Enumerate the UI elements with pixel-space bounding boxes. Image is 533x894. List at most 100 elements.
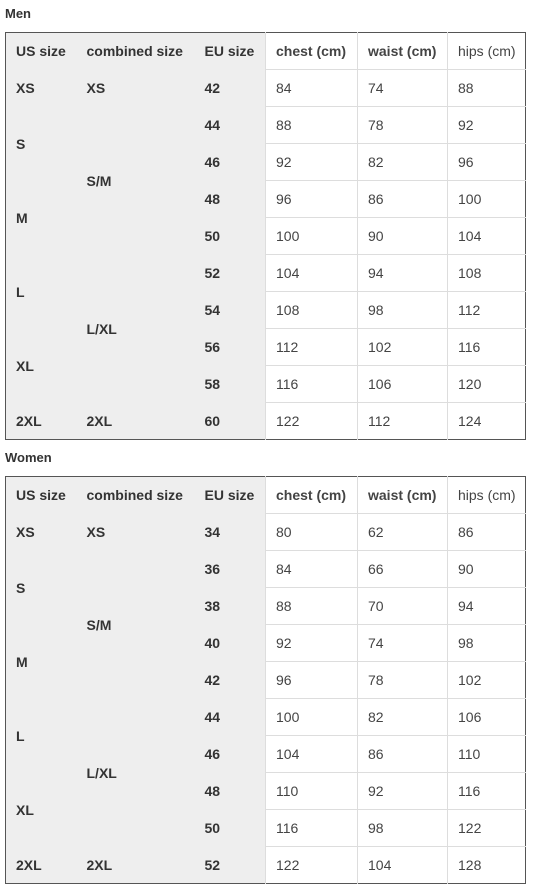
combined-size-cell: 2XL (76, 846, 195, 884)
hips-cell: 90 (447, 550, 526, 588)
hips-cell: 86 (447, 513, 526, 551)
table-row: XS XS 34 80 62 86 (5, 513, 526, 551)
waist-cell: 74 (357, 69, 448, 107)
waist-cell: 62 (357, 513, 448, 551)
chest-cell: 84 (265, 550, 358, 588)
eu-size-cell: 36 (194, 550, 266, 588)
table-row: 50 100 90 104 (6, 217, 526, 255)
chest-cell: 96 (265, 661, 358, 699)
combined-size-cell: S/M (76, 550, 195, 699)
eu-size-cell: 48 (194, 772, 266, 810)
chest-cell: 96 (265, 180, 358, 218)
table-row: 38 88 70 94 (6, 587, 526, 625)
waist-header: waist (cm) (357, 476, 448, 514)
chest-cell: 116 (265, 365, 358, 403)
chest-cell: 108 (265, 291, 358, 329)
chest-cell: 104 (265, 254, 358, 292)
waist-cell: 74 (357, 624, 448, 662)
us-size-cell: S (5, 550, 77, 625)
hips-cell: 128 (447, 846, 526, 884)
hips-cell: 88 (447, 69, 526, 107)
waist-cell: 70 (357, 587, 448, 625)
eu-size-cell: 58 (194, 365, 266, 403)
hips-cell: 116 (447, 328, 526, 366)
eu-size-cell: 52 (194, 846, 266, 884)
chest-cell: 84 (265, 69, 358, 107)
table-row: 58 116 106 120 (6, 365, 526, 403)
eu-size-header: EU size (194, 32, 266, 70)
women-size-table: US size combined size EU size chest (cm)… (5, 476, 526, 884)
chest-cell: 116 (265, 809, 358, 847)
us-size-cell: 2XL (5, 402, 77, 440)
chest-cell: 100 (265, 217, 358, 255)
table-row: M 40 92 74 98 (5, 624, 526, 699)
waist-cell: 66 (357, 550, 448, 588)
hips-cell: 94 (447, 587, 526, 625)
chest-cell: 110 (265, 772, 358, 810)
waist-cell: 86 (357, 180, 448, 218)
eu-size-cell: 44 (194, 106, 266, 144)
combined-size-cell: L/XL (76, 254, 195, 403)
chest-cell: 88 (265, 587, 358, 625)
eu-size-cell: 56 (194, 328, 266, 366)
waist-cell: 112 (357, 402, 448, 440)
eu-size-cell: 52 (194, 254, 266, 292)
chest-cell: 104 (265, 735, 358, 773)
chest-cell: 100 (265, 698, 358, 736)
waist-cell: 92 (357, 772, 448, 810)
us-size-cell: M (5, 180, 77, 255)
waist-cell: 94 (357, 254, 448, 292)
hips-cell: 124 (447, 402, 526, 440)
table-row: 2XL 2XL 60 122 112 124 (5, 402, 526, 440)
combined-size-cell: XS (76, 69, 195, 107)
eu-size-cell: 54 (194, 291, 266, 329)
eu-size-cell: 46 (194, 143, 266, 181)
combined-size-cell: 2XL (76, 402, 195, 440)
waist-cell: 102 (357, 328, 448, 366)
hips-cell: 102 (447, 661, 526, 699)
chest-cell: 112 (265, 328, 358, 366)
hips-cell: 106 (447, 698, 526, 736)
men-size-table: US size combined size EU size chest (cm)… (5, 32, 526, 440)
eu-size-cell: 38 (194, 587, 266, 625)
us-size-header: US size (5, 32, 77, 70)
hips-cell: 110 (447, 735, 526, 773)
hips-cell: 122 (447, 809, 526, 847)
waist-cell: 90 (357, 217, 448, 255)
hips-cell: 92 (447, 106, 526, 144)
combined-size-cell: L/XL (76, 698, 195, 847)
us-size-cell: 2XL (5, 846, 77, 884)
us-size-cell: M (5, 624, 77, 699)
chest-cell: 92 (265, 143, 358, 181)
table-row: 50 116 98 122 (6, 809, 526, 847)
hips-header: hips (cm) (447, 476, 526, 514)
chest-cell: 88 (265, 106, 358, 144)
chest-cell: 122 (265, 846, 358, 884)
eu-size-cell: 50 (194, 809, 266, 847)
waist-cell: 86 (357, 735, 448, 773)
waist-cell: 82 (357, 698, 448, 736)
table-row: M 48 96 86 100 (5, 180, 526, 255)
chest-cell: 92 (265, 624, 358, 662)
eu-size-cell: 60 (194, 402, 266, 440)
waist-cell: 106 (357, 365, 448, 403)
combined-size-cell: XS (76, 513, 195, 551)
us-size-cell: L (5, 698, 77, 773)
hips-cell: 112 (447, 291, 526, 329)
eu-size-cell: 42 (194, 69, 266, 107)
us-size-cell: XS (5, 69, 77, 107)
hips-cell: 100 (447, 180, 526, 218)
table-row: XL 48 110 92 116 (5, 772, 526, 847)
waist-header: waist (cm) (357, 32, 448, 70)
chest-cell: 122 (265, 402, 358, 440)
table-row: L L/XL 52 104 94 108 (5, 254, 526, 403)
eu-size-cell: 46 (194, 735, 266, 773)
hips-header: hips (cm) (447, 32, 526, 70)
us-size-cell: XS (5, 513, 77, 551)
eu-size-header: EU size (194, 476, 266, 514)
us-size-cell: S (5, 106, 77, 181)
table-row: 46 104 86 110 (6, 735, 526, 773)
eu-size-cell: 42 (194, 661, 266, 699)
hips-cell: 98 (447, 624, 526, 662)
header-row: US size combined size EU size chest (cm)… (5, 476, 526, 514)
